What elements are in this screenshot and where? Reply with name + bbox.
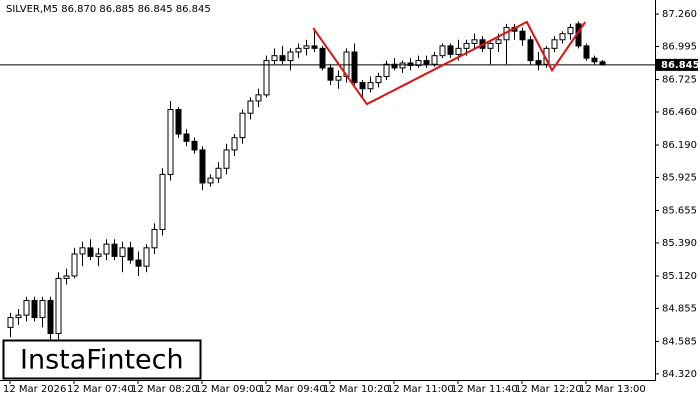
candle-body [119,247,126,257]
candle-body [231,137,238,151]
candle-body [383,63,390,77]
candle-body [359,82,366,90]
candle-body [351,51,358,84]
candle-body [103,243,110,255]
x-tick-label: 12 Mar 12:20 [515,384,582,395]
x-tick-label: 12 Mar 10:20 [323,384,390,395]
candle-body [559,33,566,41]
y-tick-label: 87.260 [662,9,697,20]
y-tick-label: 86.995 [662,42,697,53]
candle-body [175,109,182,135]
candle-body [207,177,214,184]
candle-body [519,30,526,41]
y-tick-label: 85.120 [662,271,697,282]
candle-body [215,167,222,179]
y-tick-label: 85.390 [662,238,697,249]
candle-body [63,275,70,279]
candle-body [455,47,462,55]
candle-body [399,62,406,69]
candle-body [279,55,286,62]
x-tick-label: 12 Mar 08:20 [131,384,198,395]
candle-body [583,45,590,59]
candle-body [471,39,478,44]
y-tick-label: 86.725 [662,75,697,86]
candle-body [95,253,102,257]
candle-body [127,247,134,261]
candle-body [79,247,86,255]
candle-body [463,42,470,49]
price-label: 86.845 [661,60,700,71]
y-tick-label: 84.855 [662,303,697,314]
candle-body [447,45,454,55]
x-tick-label: 12 Mar 07:40 [67,384,134,395]
candle-body [223,149,230,169]
candle-body [527,39,534,62]
candle-body [239,112,246,139]
logo: InstaFintech [20,345,184,376]
candle-body [111,243,118,257]
logo-box [2,339,202,380]
candle-body [55,277,62,334]
candle-body [159,173,166,230]
candle-body [247,100,254,114]
x-tick-label: 12 Mar 2026 [3,384,66,395]
candle-body [271,55,278,62]
candle-body [167,109,174,175]
pattern-line [312,20,587,106]
candle-body [151,228,158,249]
candle-body [391,63,398,69]
candle-body [295,47,302,53]
candle-body [407,62,414,66]
candle-body [183,133,190,142]
x-tick-label: 12 Mar 09:40 [259,384,326,395]
x-tick-label: 12 Mar 11:00 [387,384,454,395]
candle-body [47,299,54,334]
candle-body [367,82,374,90]
candle-body [551,39,558,49]
candle-body [487,42,494,49]
candle-body [143,247,150,267]
candle-body [263,60,270,96]
candle-body [135,259,142,267]
y-tick-label: 85.655 [662,205,697,216]
candle-body [255,94,262,102]
candle-body [7,317,14,328]
candle-body [39,299,46,319]
y-tick-label: 84.320 [662,369,697,380]
candle-body [23,299,30,316]
candle-body [327,67,334,81]
price-label-box [656,58,698,71]
candle-body [431,55,438,65]
candle-body [87,247,94,257]
y-tick-label: 86.190 [662,140,697,151]
candle-body [311,45,318,49]
x-tick-label: 12 Mar 11:40 [451,384,518,395]
candle-body [287,51,294,62]
candle-body [319,47,326,69]
y-tick-label: 85.925 [662,172,697,183]
candle-body [335,75,342,81]
candle-body [415,60,422,66]
x-tick-label: 12 Mar 09:00 [195,384,262,395]
candle-body [567,27,574,35]
candle-body [375,75,382,84]
candle-body [423,60,430,65]
candle-body [31,299,38,319]
candle-body [303,45,310,49]
x-tick-label: 12 Mar 13:00 [579,384,646,395]
candle-body [495,39,502,44]
candle-body [535,60,542,65]
candle-body [199,149,206,184]
candle-body [71,253,78,277]
y-tick-label: 86.460 [662,107,697,118]
candle-body [15,314,22,319]
chart-title: SILVER,M5 86.870 86.885 86.845 86.845 [6,4,211,15]
candle-body [191,140,198,151]
y-tick-label: 84.585 [662,336,697,347]
plot-area [7,21,606,340]
candle-body [439,45,446,57]
candle-body [591,57,598,63]
